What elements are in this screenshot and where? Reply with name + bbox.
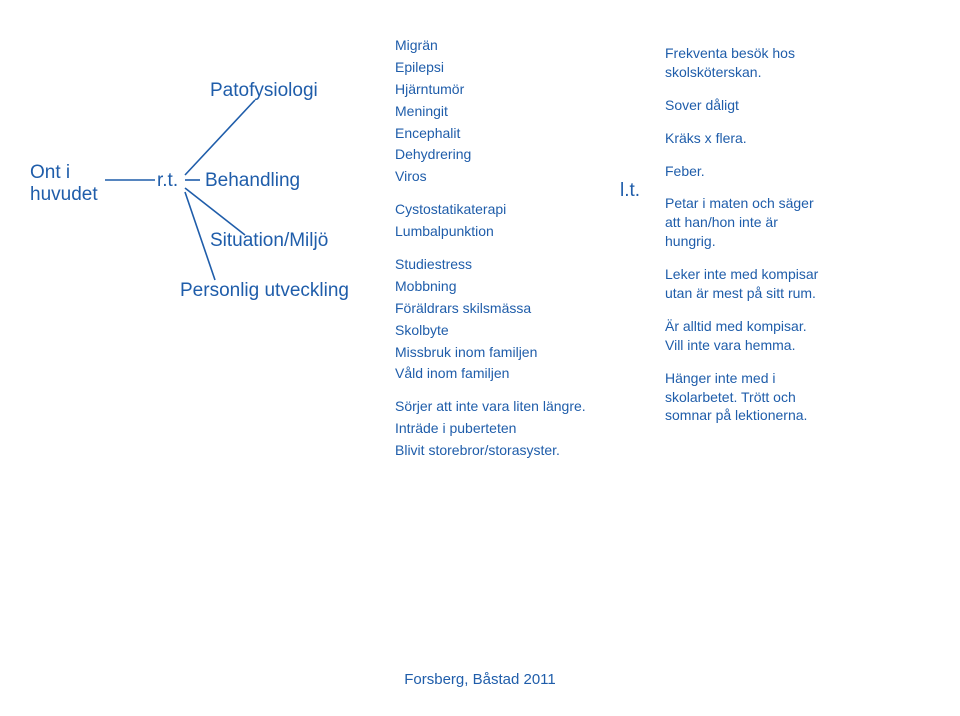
detail-item: Våld inom familjen <box>395 364 605 383</box>
details-group-1: Migrän Epilepsi Hjärntumör Meningit Encephal… <box>395 36 605 186</box>
detail-item: Viros <box>395 167 605 186</box>
detail-item: Sörjer att inte vara liten längre. <box>395 397 605 416</box>
detail-item: Encephalit <box>395 124 605 143</box>
main-node-line2: huvudet <box>30 184 98 205</box>
note-item: Frekventa besök hos skolsköterskan. <box>665 44 825 82</box>
detail-item: Missbruk inom familjen <box>395 343 605 362</box>
note-item: Kräks x flera. <box>665 129 825 148</box>
branch-patofysiologi: Patofysiologi <box>210 80 318 102</box>
details-group-4: Sörjer att inte vara liten längre. Inträd… <box>395 397 605 460</box>
right-node: l.t. <box>620 180 640 202</box>
notes-column: Frekventa besök hos skolsköterskan. Sover… <box>665 44 825 439</box>
note-item: Petar i maten och säger att han/hon inte… <box>665 194 825 251</box>
detail-item: Hjärntumör <box>395 80 605 99</box>
connector-line <box>185 188 245 235</box>
main-node: Ont i huvudet <box>30 162 98 206</box>
branch-situation: Situation/Miljö <box>210 230 328 252</box>
details-group-3: Studiestress Mobbning Föräldrars skilsmäss… <box>395 255 605 383</box>
branch-behandling: Behandling <box>205 170 300 192</box>
footer-citation: Forsberg, Båstad 2011 <box>0 671 960 688</box>
details-column: Migrän Epilepsi Hjärntumör Meningit Encephal… <box>395 36 605 463</box>
connector-line <box>185 100 255 175</box>
main-node-line1: Ont i <box>30 162 70 183</box>
detail-item: Dehydrering <box>395 145 605 164</box>
detail-item: Föräldrars skilsmässa <box>395 299 605 318</box>
note-item: Sover dåligt <box>665 96 825 115</box>
detail-item: Blivit storebror/storasyster. <box>395 441 605 460</box>
note-item: Feber. <box>665 162 825 181</box>
detail-item: Migrän <box>395 36 605 55</box>
detail-item: Inträde i puberteten <box>395 419 605 438</box>
detail-item: Epilepsi <box>395 58 605 77</box>
note-item: Är alltid med kompisar. Vill inte vara h… <box>665 317 825 355</box>
detail-item: Skolbyte <box>395 321 605 340</box>
note-item: Hänger inte med i skolarbetet. Trött och… <box>665 369 825 426</box>
detail-item: Studiestress <box>395 255 605 274</box>
details-group-2: Cystostatikaterapi Lumbalpunktion <box>395 200 605 241</box>
detail-item: Meningit <box>395 102 605 121</box>
detail-item: Cystostatikaterapi <box>395 200 605 219</box>
note-item: Leker inte med kompisar utan är mest på … <box>665 265 825 303</box>
center-node: r.t. <box>157 170 178 192</box>
detail-item: Mobbning <box>395 277 605 296</box>
branch-personlig: Personlig utveckling <box>180 280 349 302</box>
detail-item: Lumbalpunktion <box>395 222 605 241</box>
